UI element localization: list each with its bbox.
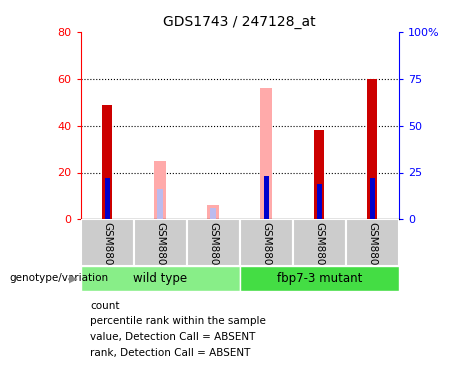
Text: GSM88045: GSM88045 — [208, 222, 218, 278]
Bar — [240, 266, 399, 291]
Text: GSM88054: GSM88054 — [367, 222, 377, 278]
Text: percentile rank within the sample: percentile rank within the sample — [90, 316, 266, 326]
Text: GSM88052: GSM88052 — [261, 222, 271, 278]
Bar — [210, 208, 216, 219]
Text: genotype/variation: genotype/variation — [9, 273, 108, 283]
Text: ▶: ▶ — [69, 273, 77, 283]
Bar — [370, 178, 375, 219]
Text: rank, Detection Call = ABSENT: rank, Detection Call = ABSENT — [90, 348, 251, 358]
Bar — [367, 79, 377, 219]
Bar — [240, 219, 293, 266]
Bar — [81, 219, 134, 266]
Bar — [346, 219, 399, 266]
Bar — [314, 130, 324, 219]
Bar — [154, 161, 166, 219]
Bar — [317, 184, 322, 219]
Bar — [187, 219, 240, 266]
Text: GSM88053: GSM88053 — [314, 222, 324, 278]
Text: count: count — [90, 301, 120, 310]
Bar — [102, 105, 112, 219]
Text: fbp7-3 mutant: fbp7-3 mutant — [277, 272, 362, 285]
Bar — [134, 219, 187, 266]
Bar — [260, 88, 272, 219]
Text: wild type: wild type — [133, 272, 187, 285]
Title: GDS1743 / 247128_at: GDS1743 / 247128_at — [163, 15, 316, 30]
Bar — [157, 189, 163, 219]
Text: GSM88043: GSM88043 — [102, 222, 112, 278]
Bar — [293, 219, 346, 266]
Text: GSM88044: GSM88044 — [155, 222, 165, 278]
Bar — [264, 176, 269, 219]
Bar — [81, 266, 240, 291]
Text: value, Detection Call = ABSENT: value, Detection Call = ABSENT — [90, 332, 256, 342]
Bar — [207, 206, 219, 219]
Bar — [105, 178, 110, 219]
